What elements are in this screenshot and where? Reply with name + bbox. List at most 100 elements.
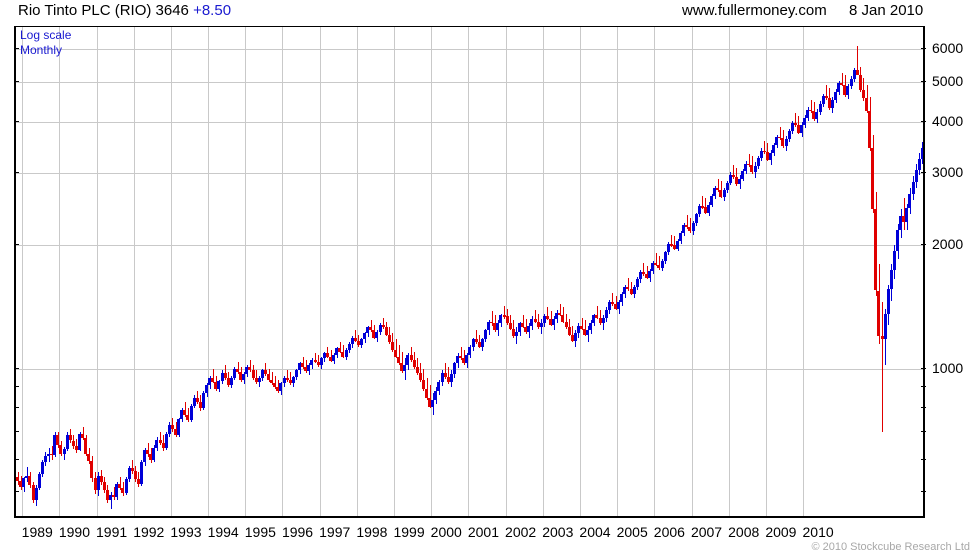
candlestick-wick bbox=[250, 359, 251, 373]
site-url: www.fullermoney.com bbox=[682, 2, 827, 19]
candlestick-body bbox=[521, 323, 524, 327]
candlestick-wick bbox=[504, 306, 505, 320]
candlestick-body bbox=[32, 485, 35, 501]
candlestick-body bbox=[292, 376, 295, 384]
gridline-vertical bbox=[468, 27, 470, 516]
candlestick-body bbox=[688, 227, 691, 232]
axis-tick-mark bbox=[14, 171, 19, 173]
candlestick-wick bbox=[27, 467, 28, 482]
candlestick-body bbox=[345, 350, 348, 357]
candlestick-body bbox=[726, 182, 729, 191]
candlestick-body bbox=[552, 319, 555, 325]
candlestick-body bbox=[701, 206, 704, 208]
candlestick-wick bbox=[427, 377, 428, 400]
candlestick-body bbox=[35, 487, 38, 501]
candlestick-wick bbox=[733, 165, 734, 179]
candlestick-body bbox=[623, 287, 626, 294]
candlestick-body bbox=[645, 274, 648, 279]
candlestick-body bbox=[568, 327, 571, 335]
candlestick-body bbox=[323, 353, 326, 359]
candlestick-body bbox=[199, 401, 202, 409]
y-axis-tick-label: 6000 bbox=[932, 40, 964, 57]
candlestick-body bbox=[16, 476, 19, 482]
candlestick-wick bbox=[811, 99, 812, 114]
candlestick-body bbox=[583, 328, 586, 335]
candlestick-body bbox=[425, 389, 428, 398]
candlestick-body bbox=[822, 96, 825, 104]
candlestick-body bbox=[750, 165, 753, 173]
candlestick-body bbox=[357, 340, 360, 346]
x-axis-tick-label: 2005 bbox=[616, 524, 648, 540]
candlestick-body bbox=[673, 245, 676, 249]
candlestick-body bbox=[481, 339, 484, 347]
candlestick-body bbox=[177, 419, 180, 435]
candlestick-wick bbox=[396, 339, 397, 359]
candlestick-body bbox=[78, 434, 81, 450]
candlestick-body bbox=[760, 150, 763, 158]
candlestick-body bbox=[685, 224, 688, 228]
candlestick-body bbox=[50, 453, 53, 456]
candlestick-wick bbox=[430, 385, 431, 409]
x-axis-tick-label: 1994 bbox=[207, 524, 239, 540]
candlestick-body bbox=[534, 319, 537, 322]
candlestick-body bbox=[831, 99, 834, 108]
candlestick-body bbox=[307, 364, 310, 372]
candlestick-body bbox=[447, 376, 450, 383]
candlestick-body bbox=[44, 456, 47, 462]
candlestick-body bbox=[710, 196, 713, 205]
candlestick-body bbox=[248, 367, 251, 371]
candlestick-wick bbox=[702, 195, 703, 209]
x-axis-tick-label: 1991 bbox=[96, 524, 128, 540]
candlestick-body bbox=[692, 223, 695, 232]
x-axis-tick-label: 2007 bbox=[690, 524, 723, 540]
axis-tick-mark bbox=[921, 407, 926, 409]
candlestick-body bbox=[94, 478, 97, 491]
candlestick-body bbox=[283, 377, 286, 384]
gridline-vertical bbox=[356, 27, 358, 516]
candlestick-body bbox=[341, 351, 344, 357]
copyright-notice: © 2010 Stockcube Research Ltd bbox=[811, 541, 970, 553]
x-axis-tick-label: 2010 bbox=[802, 524, 834, 540]
candlestick-body bbox=[868, 110, 871, 148]
candlestick-body bbox=[735, 177, 738, 185]
candlestick-body bbox=[595, 315, 598, 318]
axis-tick-mark bbox=[14, 80, 19, 82]
candlestick-body bbox=[106, 489, 109, 501]
candlestick-wick bbox=[628, 278, 629, 292]
candlestick-body bbox=[837, 83, 840, 92]
candlestick-body bbox=[41, 462, 44, 475]
axis-tick-mark bbox=[14, 120, 19, 122]
candlestick-wick bbox=[863, 78, 864, 101]
candlestick-body bbox=[468, 346, 471, 355]
candlestick-wick bbox=[303, 356, 304, 369]
candlestick-body bbox=[738, 178, 741, 185]
candlestick-body bbox=[255, 377, 258, 383]
candlestick-body bbox=[862, 89, 865, 99]
x-axis-tick-label: 2009 bbox=[765, 524, 797, 540]
candlestick-wick bbox=[631, 281, 632, 296]
candlestick-wick bbox=[445, 363, 446, 379]
gridline-vertical bbox=[282, 27, 284, 516]
candlestick-wick bbox=[538, 313, 539, 329]
candlestick-wick bbox=[551, 311, 552, 326]
candlestick-body bbox=[47, 453, 50, 457]
x-axis-tick-label: 1998 bbox=[356, 524, 388, 540]
candlestick-body bbox=[620, 293, 623, 303]
candlestick-body bbox=[741, 171, 744, 179]
candlestick-body bbox=[317, 361, 320, 366]
price-chart-plot-area[interactable]: Log scale Monthly bbox=[14, 26, 925, 518]
candlestick-body bbox=[416, 366, 419, 374]
candlestick-body bbox=[549, 319, 552, 325]
candlestick-body bbox=[884, 313, 887, 340]
candlestick-body bbox=[744, 163, 747, 172]
x-axis-tick-label: 1990 bbox=[58, 524, 90, 540]
candlestick-wick bbox=[355, 330, 356, 343]
candlestick-body bbox=[592, 315, 595, 323]
candlestick-body bbox=[490, 321, 493, 324]
candlestick-body bbox=[707, 204, 710, 213]
candlestick-body bbox=[825, 96, 828, 98]
candlestick-body bbox=[605, 309, 608, 318]
candlestick-wick bbox=[674, 236, 675, 251]
candlestick-body bbox=[437, 381, 440, 392]
candlestick-body bbox=[732, 175, 735, 178]
